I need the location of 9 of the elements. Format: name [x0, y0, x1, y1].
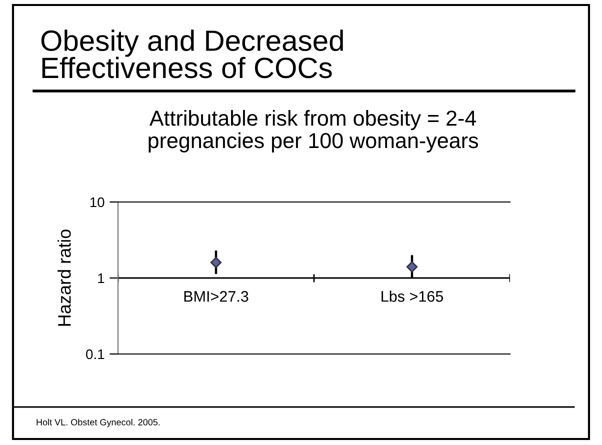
chart-title: Obesity and Decreased Effectiveness of COCs — [41, 30, 343, 78]
x-tick-label: BMI>27.3 — [184, 291, 248, 302]
y-tick-label: 10 — [90, 197, 104, 208]
y-tick-label: 0.1 — [86, 349, 104, 360]
y-tick-label: 1 — [98, 273, 104, 284]
text: Holt VL. Obstet Gynecol. 2005. — [36, 418, 160, 428]
x-tick-label: Lbs >165 — [382, 290, 444, 302]
chart-subtitle: Attributable risk from obesity = 2-4 pregnancies per 100 woman-years — [148, 110, 478, 152]
y-axis-title: Hazard ratio — [58, 230, 71, 326]
